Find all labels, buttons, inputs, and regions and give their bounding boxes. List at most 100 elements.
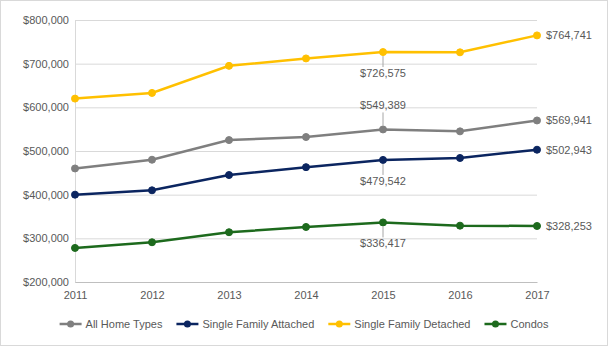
series-marker xyxy=(380,219,387,226)
grid-line xyxy=(75,64,537,65)
series-line xyxy=(75,120,537,168)
series-marker xyxy=(303,134,310,141)
legend-swatch-marker xyxy=(67,321,74,328)
data-label: $479,542 xyxy=(360,175,406,187)
legend-item: Condos xyxy=(484,318,548,330)
series-line xyxy=(75,150,537,195)
data-label: $336,417 xyxy=(360,237,406,249)
y-tick-label: $800,000 xyxy=(23,14,69,26)
legend-item: Single Family Detached xyxy=(328,318,470,330)
series-marker xyxy=(226,62,233,69)
data-label: $569,941 xyxy=(546,114,592,126)
x-tick-label: 2015 xyxy=(371,289,395,301)
series-marker xyxy=(303,223,310,230)
series-marker xyxy=(149,187,156,194)
series-marker xyxy=(72,165,79,172)
data-labels: $549,389 $569,941 $479,542 $502,943 $726,575… xyxy=(360,29,592,249)
series-marker xyxy=(226,229,233,236)
x-tick: 2015 xyxy=(371,282,395,301)
series-marker xyxy=(149,156,156,163)
series-marker xyxy=(534,117,541,124)
y-tick: $200,000 xyxy=(23,276,537,288)
grid-line xyxy=(75,195,537,196)
x-tick: 2011 xyxy=(64,282,88,301)
grid-line xyxy=(75,282,537,283)
data-label: $502,943 xyxy=(546,144,592,156)
legend-swatch-marker xyxy=(336,321,343,328)
legend-swatch-marker xyxy=(184,321,191,328)
label-leader xyxy=(383,56,384,67)
x-tick: 2016 xyxy=(448,282,472,301)
series-marker xyxy=(149,89,156,96)
chart-border xyxy=(1,1,608,346)
series-marker xyxy=(72,244,79,251)
x-tick-label: 2017 xyxy=(525,289,549,301)
series-marker xyxy=(380,49,387,56)
grid-line xyxy=(75,151,537,152)
y-tick: $600,000 xyxy=(23,101,537,113)
series-marker xyxy=(457,128,464,135)
series-line xyxy=(75,35,537,98)
data-label: $764,741 xyxy=(546,29,592,41)
series-marker xyxy=(226,137,233,144)
y-tick: $800,000 xyxy=(23,14,537,26)
data-label: $549,389 xyxy=(360,99,406,111)
series-marker xyxy=(457,49,464,56)
y-tick: $400,000 xyxy=(23,189,537,201)
y-tick-label: $400,000 xyxy=(23,189,69,201)
legend-label: Single Family Detached xyxy=(354,318,470,330)
series-marker xyxy=(534,222,541,229)
series-marker xyxy=(149,239,156,246)
x-axis-line xyxy=(76,282,538,283)
data-label: $726,575 xyxy=(360,67,406,79)
label-leader xyxy=(383,112,384,125)
legend-label: Condos xyxy=(510,318,548,330)
series-marker xyxy=(303,55,310,62)
y-tick-label: $500,000 xyxy=(23,145,69,157)
grid-line xyxy=(75,107,537,108)
series-line xyxy=(75,222,537,248)
y-tick-label: $700,000 xyxy=(23,58,69,70)
series-group xyxy=(72,32,541,252)
series-marker xyxy=(72,191,79,198)
label-leader xyxy=(383,164,384,175)
x-tick-label: 2013 xyxy=(217,289,241,301)
chart: $200,000 $300,000 $400,000 $500,000 $600,000… xyxy=(0,0,608,346)
x-axis: 2011 2012 2013 2014 2015 2016 2017 xyxy=(64,282,550,301)
legend-swatch-marker xyxy=(492,321,499,328)
label-leader xyxy=(383,226,384,237)
y-tick: $300,000 xyxy=(23,232,537,244)
legend-label: All Home Types xyxy=(86,318,163,330)
series-marker xyxy=(303,164,310,171)
x-tick-label: 2014 xyxy=(294,289,318,301)
plot: $200,000 $300,000 $400,000 $500,000 $600,000… xyxy=(23,14,592,301)
series-marker xyxy=(457,154,464,161)
legend-item: Single Family Attached xyxy=(176,318,314,330)
x-tick-label: 2012 xyxy=(140,289,164,301)
data-label: $328,253 xyxy=(546,220,592,232)
grid-line xyxy=(75,238,537,239)
grid-line xyxy=(75,20,537,21)
series-marker xyxy=(226,172,233,179)
x-tick: 2017 xyxy=(525,282,549,301)
legend-label: Single Family Attached xyxy=(202,318,314,330)
x-tick-label: 2016 xyxy=(448,289,472,301)
legend-item: All Home Types xyxy=(60,318,163,330)
series-marker xyxy=(534,32,541,39)
y-tick: $700,000 xyxy=(23,58,537,70)
x-tick: 2012 xyxy=(140,282,164,301)
series-marker xyxy=(72,95,79,102)
series-marker xyxy=(534,146,541,153)
y-tick-label: $600,000 xyxy=(23,101,69,113)
series-marker xyxy=(380,126,387,133)
y-axis: $200,000 $300,000 $400,000 $500,000 $600,000… xyxy=(23,14,537,288)
y-tick-label: $200,000 xyxy=(23,276,69,288)
x-tick: 2014 xyxy=(294,282,318,301)
series-marker xyxy=(380,156,387,163)
x-tick: 2013 xyxy=(217,282,241,301)
x-tick-label: 2011 xyxy=(64,289,88,301)
legend: All Home Types Single Family Attached Sing… xyxy=(60,318,549,330)
y-axis-line xyxy=(76,21,538,283)
y-tick-label: $300,000 xyxy=(23,232,69,244)
series-marker xyxy=(457,222,464,229)
